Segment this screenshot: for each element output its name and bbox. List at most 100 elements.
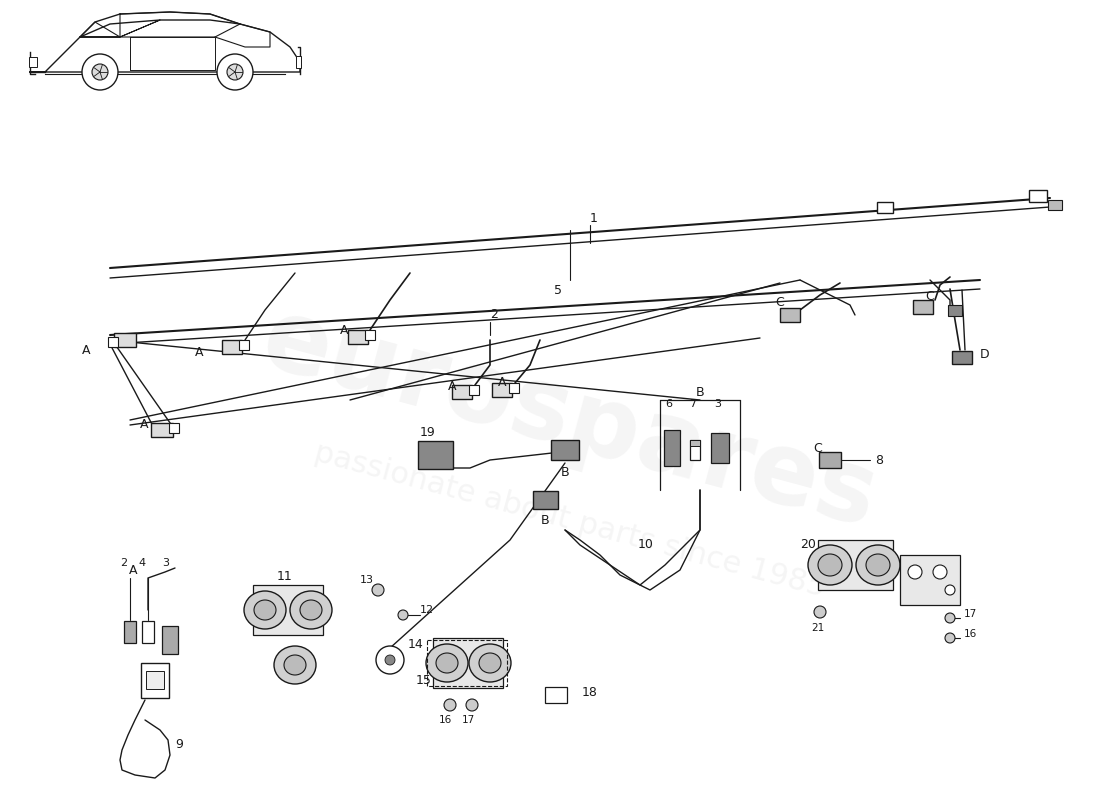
Circle shape xyxy=(945,633,955,643)
Ellipse shape xyxy=(426,644,467,682)
Text: A: A xyxy=(340,323,349,337)
Text: C: C xyxy=(925,290,934,302)
Bar xyxy=(820,452,842,468)
Bar xyxy=(452,385,472,399)
Bar xyxy=(544,687,566,703)
Circle shape xyxy=(814,606,826,618)
Bar xyxy=(900,555,960,605)
Text: A: A xyxy=(140,418,148,431)
Bar xyxy=(711,433,729,463)
Text: 2: 2 xyxy=(120,558,128,568)
Bar xyxy=(877,202,893,213)
Ellipse shape xyxy=(808,545,852,585)
Text: eurospares: eurospares xyxy=(252,291,888,549)
Text: 3: 3 xyxy=(162,558,169,568)
Text: A: A xyxy=(129,563,138,577)
Circle shape xyxy=(376,646,404,674)
Bar xyxy=(532,491,558,509)
Text: B: B xyxy=(561,466,570,479)
Text: A: A xyxy=(195,346,204,358)
Bar xyxy=(124,621,136,643)
Circle shape xyxy=(385,655,395,665)
Ellipse shape xyxy=(469,644,512,682)
Text: passionate about parts since 1985: passionate about parts since 1985 xyxy=(311,438,829,602)
Circle shape xyxy=(92,64,108,80)
Circle shape xyxy=(398,610,408,620)
Text: 20: 20 xyxy=(800,538,816,551)
Text: 3: 3 xyxy=(714,399,720,409)
Ellipse shape xyxy=(478,653,500,673)
Text: 9: 9 xyxy=(175,738,183,751)
Bar xyxy=(418,441,452,469)
Bar xyxy=(427,640,507,686)
Bar xyxy=(509,383,519,393)
Ellipse shape xyxy=(818,554,842,576)
Ellipse shape xyxy=(244,591,286,629)
Bar xyxy=(162,626,178,654)
Bar xyxy=(239,340,249,350)
Circle shape xyxy=(945,585,955,595)
Bar xyxy=(169,423,179,433)
Ellipse shape xyxy=(284,655,306,675)
Text: 1: 1 xyxy=(590,211,598,225)
Circle shape xyxy=(372,584,384,596)
Ellipse shape xyxy=(274,646,316,684)
Circle shape xyxy=(933,565,947,579)
Bar xyxy=(551,440,579,460)
Text: 16: 16 xyxy=(964,629,977,639)
Bar xyxy=(142,621,154,643)
Bar xyxy=(433,638,503,688)
Text: B: B xyxy=(695,386,704,399)
Text: C: C xyxy=(813,442,822,454)
Text: 2: 2 xyxy=(490,309,498,322)
Text: 13: 13 xyxy=(360,575,374,585)
Text: 10: 10 xyxy=(638,538,653,551)
Circle shape xyxy=(444,699,456,711)
Bar xyxy=(146,671,164,689)
Bar xyxy=(141,662,169,698)
Text: 4: 4 xyxy=(138,558,145,568)
Circle shape xyxy=(82,54,118,90)
Text: D: D xyxy=(980,349,990,362)
Bar xyxy=(29,57,37,67)
Circle shape xyxy=(217,54,253,90)
Bar xyxy=(151,423,173,437)
Text: B: B xyxy=(541,514,549,526)
Text: A: A xyxy=(82,343,90,357)
Ellipse shape xyxy=(856,545,900,585)
Bar xyxy=(114,333,136,347)
Ellipse shape xyxy=(300,600,322,620)
Bar xyxy=(253,585,323,635)
Bar xyxy=(108,337,118,347)
Bar xyxy=(222,340,242,354)
Text: A: A xyxy=(498,377,506,390)
Text: 21: 21 xyxy=(812,623,825,633)
Bar xyxy=(780,308,800,322)
Ellipse shape xyxy=(436,653,458,673)
Text: 8: 8 xyxy=(874,454,883,466)
Circle shape xyxy=(227,64,243,80)
Circle shape xyxy=(466,699,478,711)
Bar xyxy=(690,440,700,446)
Text: 6: 6 xyxy=(666,399,672,409)
Text: 18: 18 xyxy=(582,686,598,699)
Text: A: A xyxy=(448,381,456,394)
Ellipse shape xyxy=(254,600,276,620)
Text: 11: 11 xyxy=(277,570,293,583)
Bar xyxy=(1048,200,1062,210)
Bar xyxy=(664,430,680,466)
Bar xyxy=(952,350,972,363)
Ellipse shape xyxy=(866,554,890,576)
Bar xyxy=(913,300,933,314)
Text: 14: 14 xyxy=(408,638,424,651)
Text: 19: 19 xyxy=(420,426,436,438)
Bar xyxy=(948,305,962,315)
Bar xyxy=(365,330,375,340)
Text: 15: 15 xyxy=(416,674,432,686)
Text: 17: 17 xyxy=(461,715,474,725)
Bar xyxy=(469,385,478,395)
Text: 17: 17 xyxy=(964,609,977,619)
Text: 7: 7 xyxy=(689,399,696,409)
Bar xyxy=(492,383,512,397)
Ellipse shape xyxy=(290,591,332,629)
